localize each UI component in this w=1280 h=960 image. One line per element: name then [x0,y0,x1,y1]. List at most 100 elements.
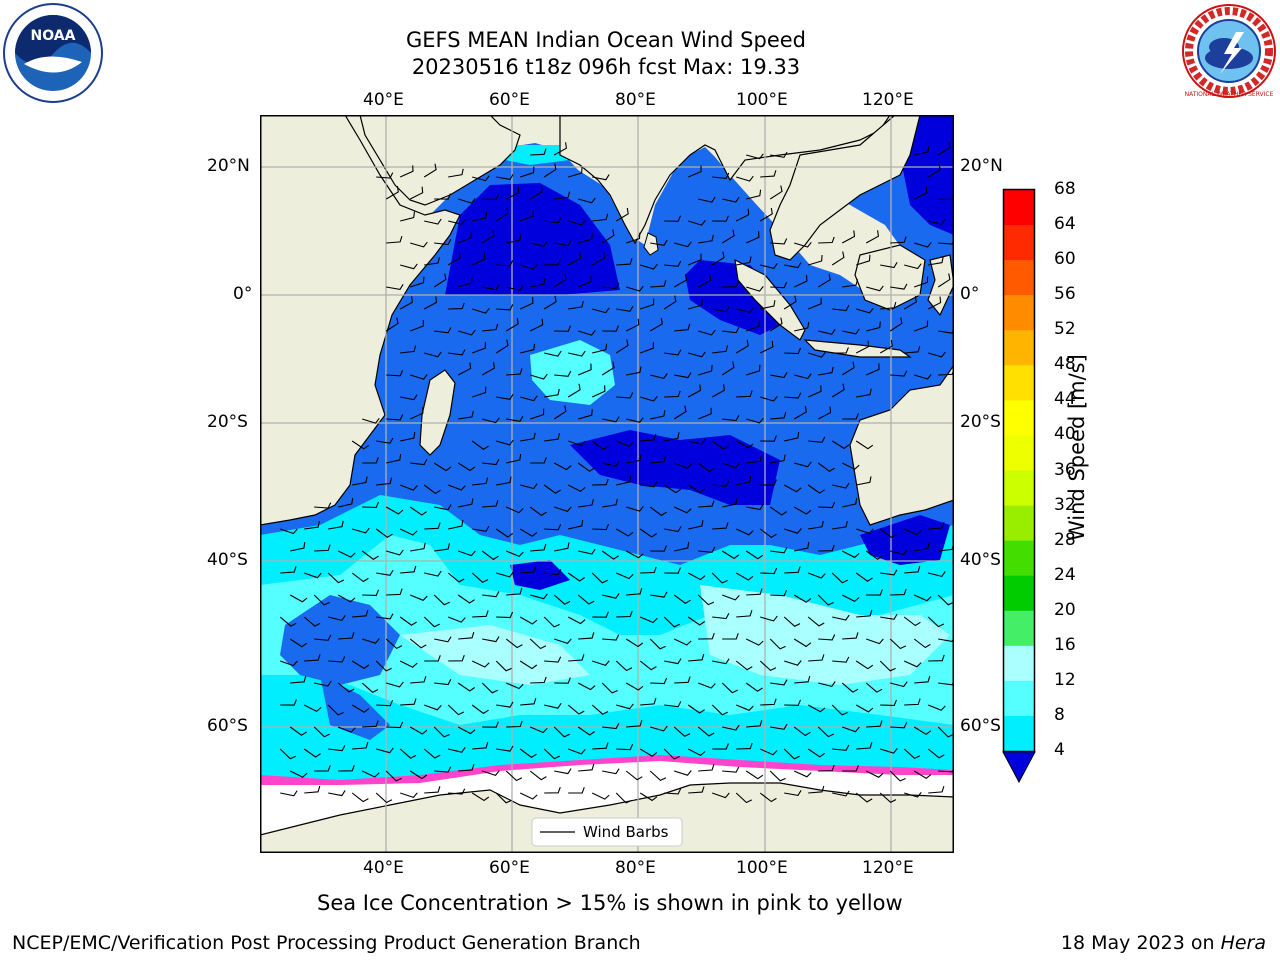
wind-barb [506,368,523,376]
wind-barb [352,609,369,618]
wind-barb [855,440,874,450]
colorbar-label-text: Wind Speed [m/s] [1065,354,1089,541]
wind-barb [495,792,512,804]
blue-patch-sw [280,595,400,685]
wind-barb [832,790,850,797]
wind-barb [472,342,486,354]
wind-barb [664,701,682,708]
wind-barb [793,638,812,648]
wind-barb [506,415,524,422]
wind-barb [457,362,472,376]
wind-barb [639,748,658,757]
wind-barb [688,220,706,226]
wind-barb [736,390,753,398]
wind-barb [808,654,825,662]
wind-barb [482,458,500,466]
wind-barb [649,317,663,332]
wind-barb [385,186,399,200]
australia-landmass [849,363,954,526]
wind-barb [698,234,714,244]
wind-barb [520,697,537,706]
wind-barb [529,726,548,734]
wind-barb [337,594,356,603]
wind-barb [385,317,399,332]
wind-barb [433,726,450,738]
wind-barb [626,720,643,728]
wind-barb [687,253,702,266]
wind-barb [616,392,634,399]
wind-barb [591,792,610,800]
wind-barb [879,528,897,539]
wind-barb [328,520,344,530]
wind-barb [505,317,519,332]
wind-barb [530,408,545,420]
wind-barb [434,327,452,334]
wind-barb [937,594,954,606]
wind-barb [890,236,907,244]
wind-barb [626,417,644,423]
wind-barb [626,366,642,376]
wind-barb [544,258,561,266]
wind-barb [544,656,562,663]
wind-barb [280,528,298,535]
wind-barb [544,350,562,357]
wind-barb [289,638,308,648]
wind-barb [687,572,706,581]
wind-barb [554,325,572,332]
wind-barb [697,407,712,420]
wind-barb [591,704,609,715]
wind-barb [615,572,634,580]
wind-barb [721,361,735,376]
wind-barb [736,475,752,486]
wind-barb [760,395,778,402]
wind-barb [746,455,763,464]
wind-barb [745,638,764,646]
wind-barb [760,263,778,270]
wind-barb [664,432,680,442]
colorbar-segment [1004,330,1034,366]
wind-barb [519,528,538,537]
wind-barb [640,433,657,442]
wind-barb [880,613,898,620]
colorbar-segment [1004,610,1034,647]
wind-barb [687,384,702,398]
wind-barb [794,373,812,380]
colorbar-border [1002,188,1036,753]
wind-barb [313,594,330,606]
wind-barb [568,440,586,447]
wind-barb [735,704,754,711]
wind-barb [448,218,466,225]
wind-barb [568,219,586,226]
wind-barb [842,279,859,288]
lon-label-top-60e: 60°E [489,90,530,110]
wind-barb [697,726,715,737]
wind-barb [865,363,880,376]
wind-barb [913,594,932,602]
wind-barb [904,263,922,270]
wind-barb [746,319,760,332]
wind-barb [879,792,897,803]
wind-barb [279,748,296,760]
wind-barb [578,498,594,508]
wind-barb [927,296,942,310]
wind-barb [519,616,538,625]
wind-barb [640,395,658,402]
wind-barb [457,462,476,472]
wind-barb [889,770,906,782]
wind-barb [577,594,595,605]
lat-label-left-60s: 60°S [207,716,248,736]
wind-barb [841,230,856,244]
wind-barb [519,297,534,310]
wind-barb [471,704,489,715]
madagascar-island [419,369,456,456]
wind-barb [314,680,332,687]
wind-barb [410,676,427,684]
wind-barb [351,660,370,670]
wind-barb [592,174,610,181]
wind-barb [664,658,682,665]
wind-barb [832,482,850,489]
wind-barb [663,616,680,628]
wind-barb [808,785,825,794]
wind-barb [482,500,499,508]
wind-barb [400,792,418,799]
